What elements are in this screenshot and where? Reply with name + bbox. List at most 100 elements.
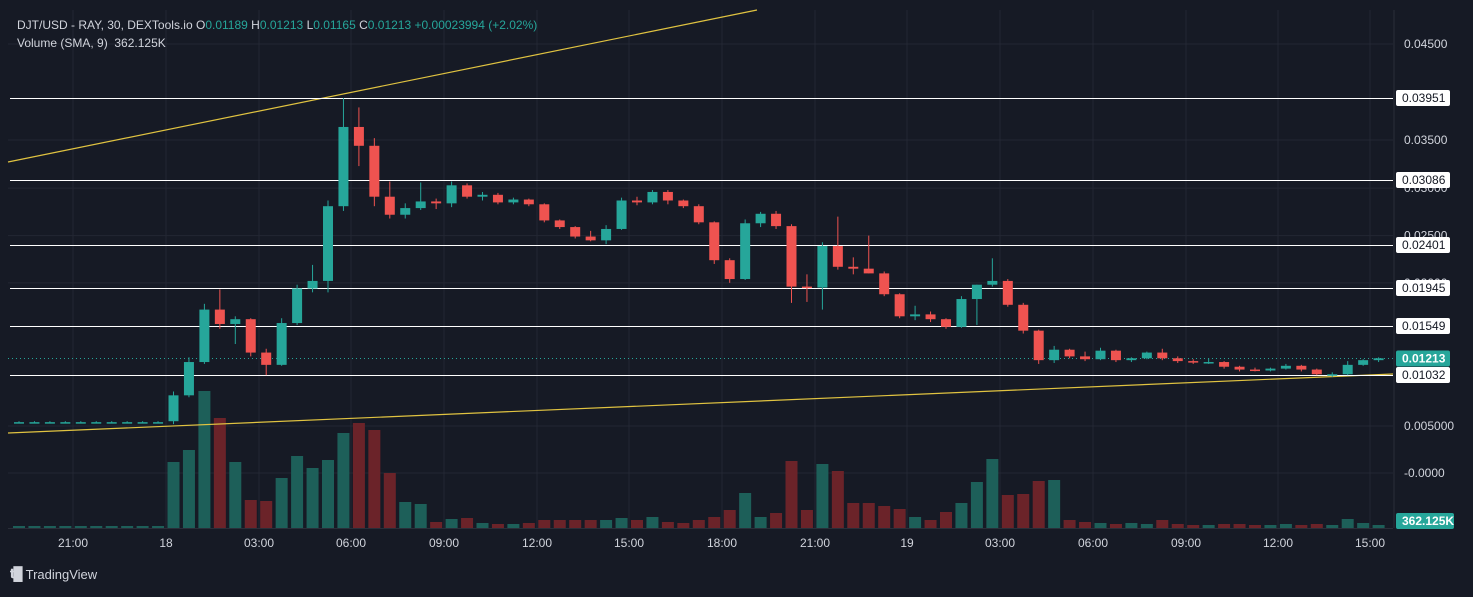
level-label: 0.02401	[1402, 238, 1446, 252]
symbol-name[interactable]: DJT/USD	[17, 18, 68, 32]
volume-bar	[352, 423, 365, 528]
tradingview-logo[interactable]: 𝐭█ TradingView	[10, 566, 97, 582]
candle-body	[183, 362, 194, 396]
candle-body	[431, 201, 442, 204]
volume-bar	[1218, 524, 1231, 528]
candle-body	[554, 220, 565, 228]
lower-trendline	[7, 373, 1394, 434]
candle-body	[848, 266, 859, 269]
volume-bar	[136, 526, 149, 528]
volume-bar	[970, 482, 983, 528]
volume-bar	[909, 517, 922, 528]
x-tick-label: 03:00	[985, 536, 1015, 550]
y-tick-label: -0.0000	[1404, 466, 1445, 480]
volume-bar	[90, 526, 103, 528]
volume-label[interactable]: Volume (SMA, 9)	[17, 36, 108, 50]
volume-bar	[105, 526, 118, 528]
grid	[8, 10, 1393, 528]
symbol-legend: DJT/USD - RAY, 30, DEXTools.io O0.01189 …	[17, 17, 537, 34]
candle-body	[632, 200, 642, 203]
y-tick-label: 0.04500	[1404, 37, 1448, 51]
x-tick-label: 21:00	[800, 536, 830, 550]
volume-bar	[28, 526, 41, 528]
level-label-box	[1396, 237, 1450, 253]
candle-body	[1373, 358, 1384, 361]
x-tick-label: 15:00	[1355, 536, 1385, 550]
volume-bar	[167, 462, 180, 528]
x-tick-label: 12:00	[522, 536, 552, 550]
candle-body	[75, 422, 86, 424]
candle-body	[245, 319, 256, 353]
candle-body	[1002, 280, 1013, 305]
volume-bar	[785, 461, 798, 528]
candle-body	[1141, 352, 1152, 359]
volume-bar	[1094, 523, 1107, 528]
volume-bar	[800, 510, 813, 528]
volume-bar	[507, 524, 520, 528]
volume-bar	[1202, 525, 1215, 528]
candle-body	[492, 194, 503, 203]
volume-bar	[677, 523, 690, 528]
candle-body	[1095, 350, 1106, 360]
volume-bar	[275, 478, 288, 528]
volume-bar	[1264, 525, 1277, 528]
candle-body	[678, 200, 689, 207]
level-label-box	[1396, 172, 1450, 188]
level-label: 0.01549	[1402, 319, 1446, 333]
y-tick-label: 0.03500	[1404, 133, 1448, 147]
candle-body	[1234, 366, 1245, 370]
candle-body	[508, 199, 519, 203]
volume-bar	[631, 520, 643, 528]
candle-body	[168, 395, 179, 422]
tradingview-text: TradingView	[25, 566, 98, 582]
candle-body	[941, 319, 951, 327]
candle-body	[1049, 349, 1060, 361]
level-label-box	[1396, 318, 1450, 334]
close-label: C	[359, 18, 368, 32]
upper-trendline	[7, 9, 758, 163]
volume-bar	[306, 468, 319, 528]
candle-body	[415, 201, 426, 209]
volume-bar	[1295, 525, 1308, 528]
volume-bar	[862, 503, 875, 528]
plot-background	[8, 10, 1393, 528]
level-label: 0.03086	[1402, 173, 1446, 187]
candle-body	[369, 145, 380, 197]
candle-body	[693, 206, 704, 223]
trendlines	[7, 9, 1394, 434]
volume-bar	[383, 473, 396, 528]
volume-bar	[723, 510, 736, 528]
volume-bar	[569, 520, 582, 528]
volume-bar	[770, 513, 783, 528]
change-value: +0.00023994 (+2.02%)	[414, 18, 538, 32]
candle-body	[1110, 350, 1121, 361]
volume-bar	[414, 504, 427, 528]
level-label-box	[1396, 90, 1450, 106]
x-tick-label: 21:00	[58, 536, 88, 550]
candle-body	[446, 185, 457, 204]
volume-bar	[1140, 524, 1153, 528]
candle-body	[91, 422, 102, 424]
candle-body	[137, 422, 148, 424]
volume-bar	[708, 517, 721, 528]
volume-bar	[43, 526, 56, 528]
volume-bar	[1357, 523, 1370, 528]
volume-bar	[754, 517, 767, 528]
volume-bar	[13, 526, 25, 528]
volume-legend: Volume (SMA, 9) 362.125K	[17, 35, 166, 52]
level-label: 0.03951	[1402, 91, 1446, 105]
horizontal-levels	[8, 98, 1393, 376]
candle-body	[1033, 330, 1044, 361]
candle-body	[14, 422, 24, 424]
candle-body	[1172, 358, 1183, 362]
volume-bar	[74, 526, 87, 528]
candle-body	[709, 222, 720, 261]
close-value: 0.01213	[367, 18, 412, 32]
candle-body	[1296, 365, 1307, 370]
candle-body	[338, 126, 349, 207]
candle-body	[925, 314, 936, 320]
candle-body	[1311, 369, 1322, 375]
volume-bar	[893, 509, 906, 528]
